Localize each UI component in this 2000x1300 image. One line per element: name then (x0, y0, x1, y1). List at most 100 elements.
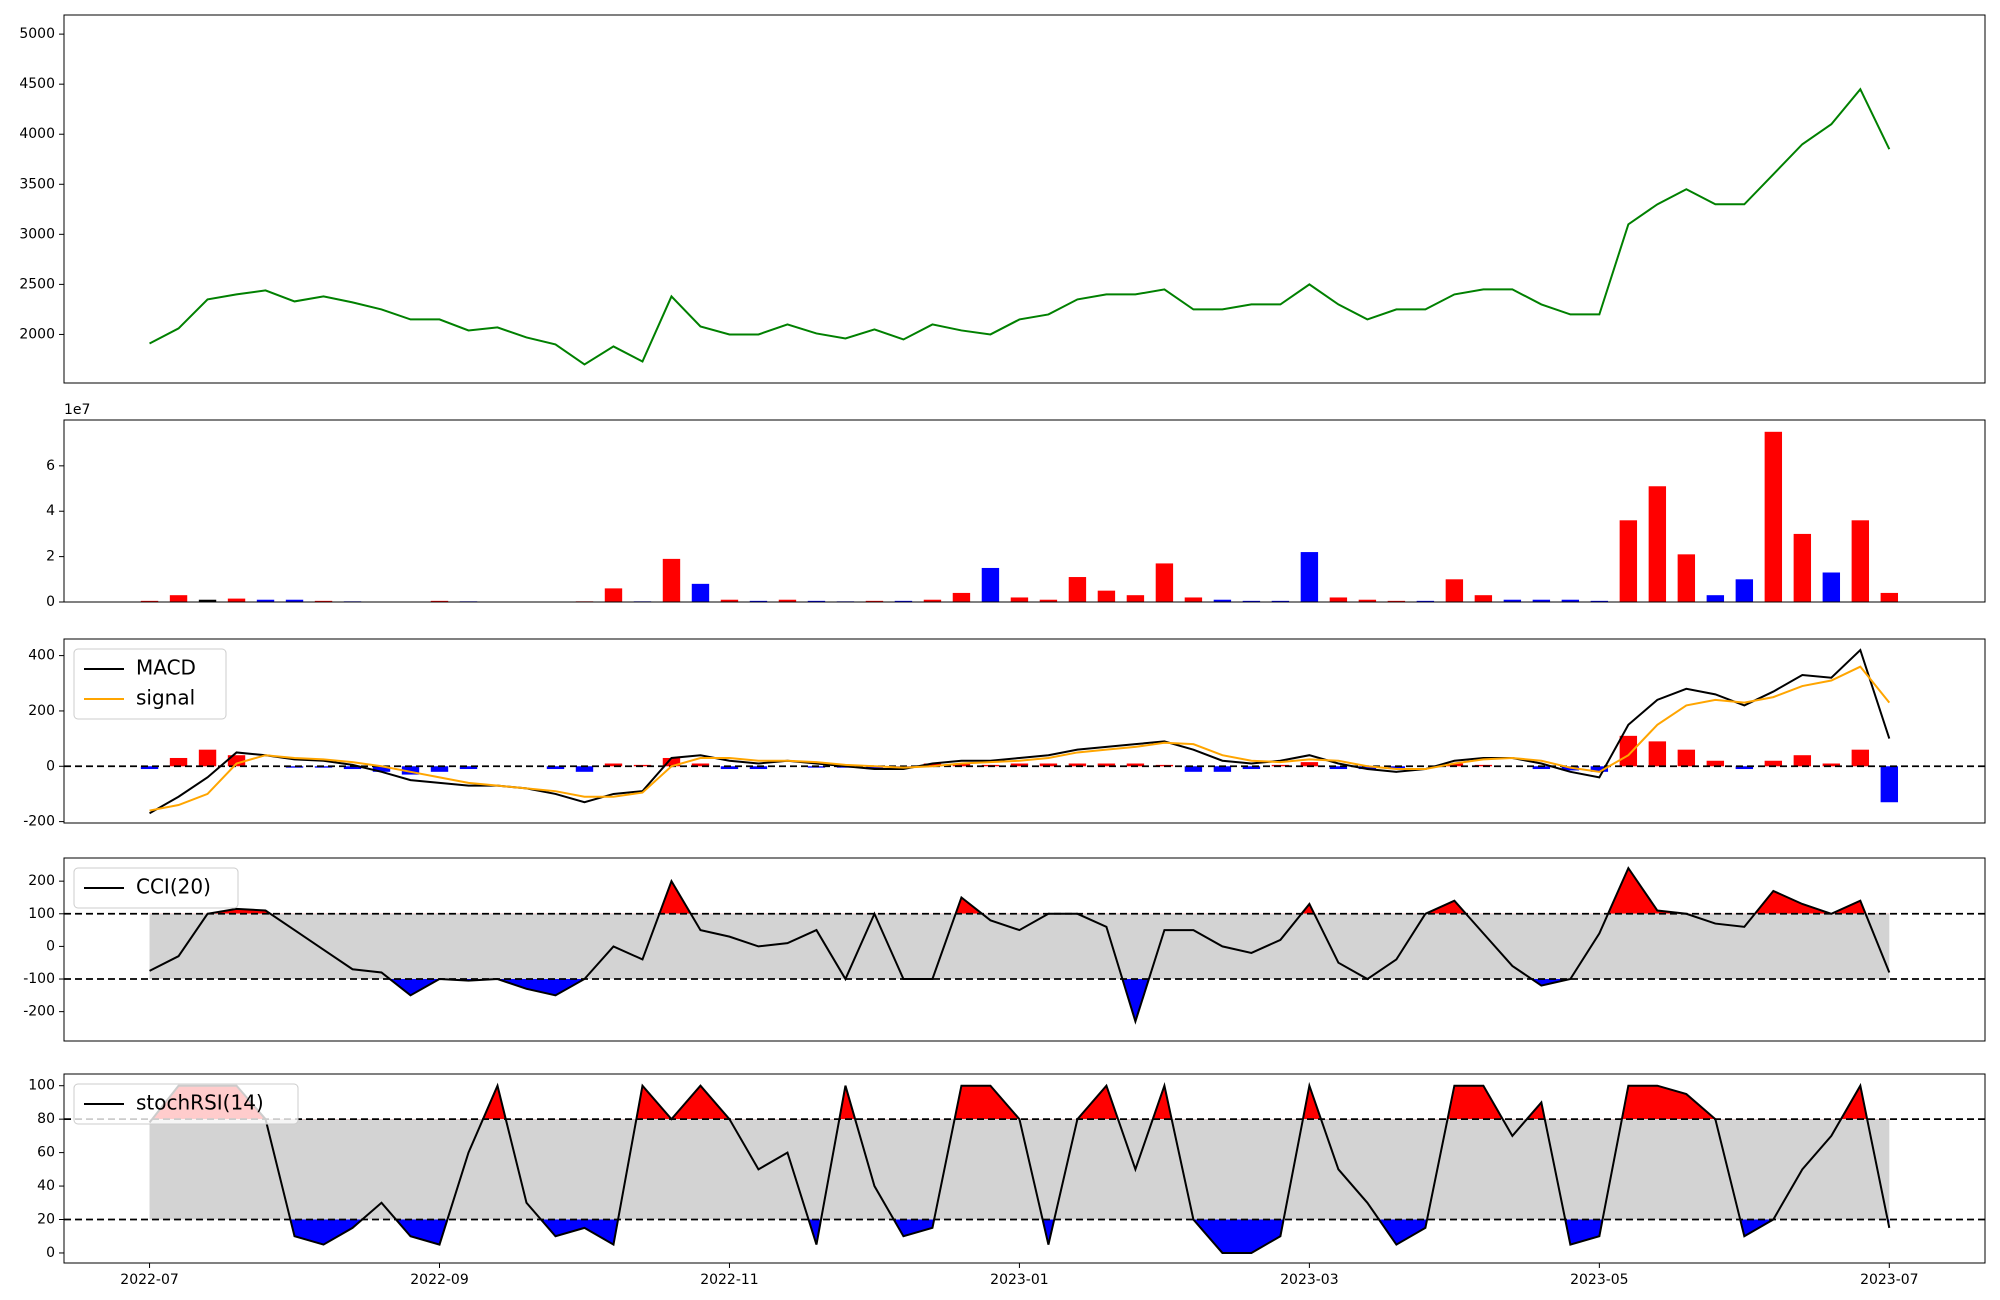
bar (314, 600, 333, 602)
y-tick-label: 40 (37, 1178, 55, 1194)
bar (1242, 600, 1261, 602)
bar (981, 567, 1000, 602)
bar (1300, 552, 1319, 602)
line (149, 87, 1891, 366)
histogram-bar (1213, 766, 1232, 772)
panel: 0 2 4 6 1e7 (46, 402, 1986, 610)
line (149, 648, 1891, 815)
histogram-bar (198, 749, 217, 767)
bar (1010, 597, 1029, 602)
bar (1416, 600, 1435, 602)
bar (1387, 600, 1406, 602)
histogram-bar (1706, 760, 1725, 767)
y-tick-label: 20 (37, 1212, 55, 1228)
bar (691, 583, 710, 602)
legend: MACD signal (73, 648, 227, 720)
histogram-bar (923, 763, 942, 767)
bar (430, 600, 449, 602)
bar (1271, 600, 1290, 602)
y-tick-label: 3000 (19, 226, 55, 242)
y-tick-label: 6 (46, 458, 55, 474)
y-tick-label: -100 (23, 971, 55, 987)
bar (749, 600, 768, 602)
histogram-bar (343, 766, 362, 770)
bar (1561, 599, 1580, 602)
bar (198, 599, 217, 602)
bar (1155, 563, 1174, 602)
bar (1329, 597, 1348, 602)
bar (140, 600, 159, 602)
y-tick-label: 100 (28, 906, 55, 922)
histogram-bar (1532, 766, 1551, 770)
legend-label: CCI(20) (136, 875, 211, 899)
histogram-bar (1445, 763, 1464, 767)
histogram-bar (575, 766, 594, 772)
histogram-bar (1329, 766, 1348, 770)
histogram-bar (1097, 763, 1116, 767)
legend-label: signal (136, 686, 195, 710)
histogram-bar (459, 766, 478, 770)
x-tick-label: 2023-05 (1570, 1272, 1629, 1288)
y-tick-label: 2000 (19, 326, 55, 342)
axes-frame (63, 857, 1986, 1042)
axes-frame (63, 14, 1986, 384)
y-tick-label: 0 (46, 1245, 55, 1261)
y-tick-label: 2500 (19, 276, 55, 292)
x-tick-label: 2022-09 (410, 1272, 469, 1288)
legend: CCI(20) (73, 867, 239, 909)
y-tick-label: 4 (46, 503, 55, 519)
y-tick-label: -200 (23, 1004, 55, 1020)
y-tick-label: 5000 (19, 26, 55, 42)
histogram-bar (430, 766, 449, 772)
bar (169, 595, 188, 602)
histogram-bar (1619, 735, 1638, 767)
line (149, 665, 1891, 812)
histogram-bar (372, 766, 391, 772)
panel: -200 0 200 400 MACD signal (23, 638, 1986, 830)
histogram-bar (1880, 766, 1899, 803)
histogram-bar (401, 766, 420, 775)
bar (256, 599, 275, 602)
bar (1213, 599, 1232, 602)
histogram-bar (1735, 766, 1754, 770)
bar (778, 599, 797, 602)
legend-label: MACD (136, 656, 196, 680)
bar (952, 592, 971, 602)
legend: stochRSI(14) (73, 1083, 299, 1125)
y-tick-label: 0 (46, 758, 55, 774)
legend-box (73, 1083, 299, 1125)
histogram-bar (1677, 749, 1696, 767)
histogram-bar (1300, 762, 1319, 767)
bar (1590, 600, 1609, 602)
bar (865, 600, 884, 602)
histogram-bar (691, 763, 710, 767)
axes-frame (63, 419, 1986, 603)
legend-box (73, 648, 227, 720)
y-tick-label: 4000 (19, 126, 55, 142)
histogram-bar (1039, 763, 1058, 767)
x-tick-label: 2022-07 (120, 1272, 179, 1288)
histogram-bar (227, 755, 246, 767)
histogram-bar (749, 766, 768, 770)
bar (720, 599, 739, 602)
histogram-bar (1068, 763, 1087, 767)
histogram-bar (1358, 766, 1377, 770)
bar (1880, 592, 1899, 602)
histogram-bar (1793, 755, 1812, 767)
histogram-bar (1387, 766, 1406, 770)
histogram-bar (1648, 741, 1667, 767)
bar (227, 598, 246, 602)
bar (1184, 597, 1203, 602)
axes-frame (63, 1073, 1986, 1264)
bar (1648, 486, 1667, 602)
bar (1068, 577, 1087, 602)
histogram-bar (604, 763, 623, 767)
bar (1677, 554, 1696, 602)
panel: -200 -100 0 100 200 CCI(20) (23, 857, 1986, 1042)
x-tick-label: 2022-11 (700, 1272, 759, 1288)
bar (1706, 595, 1725, 602)
offset-text: 1e7 (64, 402, 90, 418)
bar (807, 600, 826, 602)
panel: 0 20 40 60 80 100 2022-07 2022-09 2022-11 2023-01… (28, 1073, 1986, 1288)
